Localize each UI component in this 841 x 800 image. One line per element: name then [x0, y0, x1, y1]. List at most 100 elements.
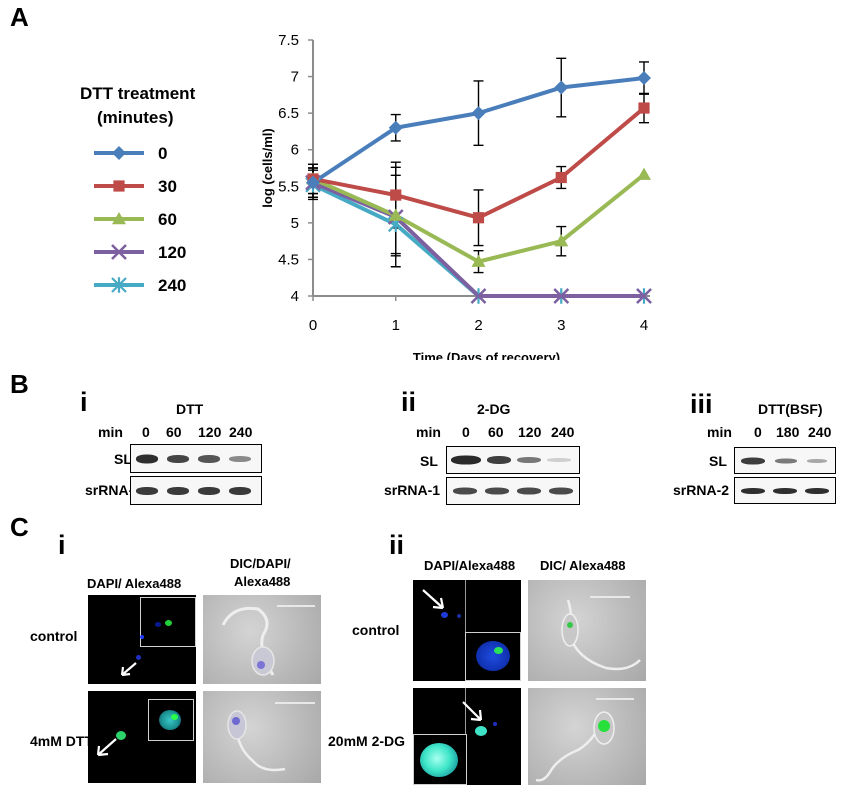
legend-label: 120 [158, 243, 186, 262]
arrow-icon [462, 701, 483, 722]
blot-band [136, 486, 158, 495]
blot-band [485, 487, 509, 495]
blot-band [167, 454, 189, 463]
panel-b-iii-time-1: 180 [776, 424, 800, 440]
blot-b-ii-sl [446, 446, 580, 474]
data-point-120 [470, 288, 487, 304]
legend-marker [111, 277, 127, 293]
zoom-inset [465, 632, 521, 681]
panel-c-i-col2-line2: Alexa488 [234, 574, 291, 589]
y-tick-label: 7.5 [278, 32, 299, 49]
kinetoplast-signal [165, 620, 172, 626]
x-tick-label: 0 [309, 317, 317, 334]
cell-signal [475, 726, 487, 736]
legend-marker [112, 146, 126, 160]
y-tick-label: 6 [291, 142, 299, 159]
x-tick-label: 3 [557, 317, 565, 334]
panel-c-i-row2: 4mM DTT [30, 733, 93, 749]
legend: DTT treatment (minutes) [80, 84, 195, 128]
scale-bar [275, 702, 315, 704]
y-tick-label: 4 [291, 288, 299, 305]
legend-label: 0 [158, 144, 167, 163]
panel-c-ii-col2: DIC/ Alexa488 [540, 558, 626, 573]
panel-c-ii-numeral: ii [389, 530, 405, 560]
micrograph-c-ii-control-dic [528, 580, 646, 681]
panel-c-ii-row2: 20mM 2-DG [328, 733, 406, 749]
micrograph-c-ii-control-fluorescence [413, 580, 521, 681]
blot-band [229, 486, 251, 495]
x-tick-label: 4 [640, 317, 648, 334]
data-point-60 [637, 167, 651, 180]
panel-c-ii-row1: control [352, 622, 400, 638]
legend-marker [112, 212, 126, 225]
panel-c-i-row1: control [30, 628, 78, 644]
cell-outline [561, 599, 641, 671]
blot-b-ii-srrna [446, 477, 580, 505]
panel-b-i-time-1: 60 [166, 424, 182, 440]
nucleus-signal [476, 641, 510, 671]
micrograph-c-i-control-dic [203, 595, 321, 684]
nucleus-signal [441, 612, 448, 618]
blot-b-i-sl [130, 444, 262, 473]
kinetoplast-signal [494, 647, 503, 654]
y-tick-label: 5.5 [278, 178, 299, 195]
data-point-0 [637, 71, 651, 86]
panel-b-ii-time-1: 60 [488, 424, 504, 440]
scale-bar [596, 698, 634, 700]
blot-band [136, 454, 158, 463]
micrograph-c-i-control-fluorescence [88, 595, 196, 684]
blot-band [805, 487, 829, 494]
zoom-inset [148, 699, 194, 741]
blot-band [198, 486, 220, 495]
panel-b-iii-time-0: 0 [754, 424, 762, 440]
blot-band [773, 487, 797, 494]
blot-band [517, 457, 541, 463]
blot-band [487, 456, 511, 464]
x-tick-label: 1 [392, 317, 400, 334]
panel-b-ii-time-2: 120 [518, 424, 542, 440]
x-tick-label: 2 [474, 317, 482, 334]
micrograph-c-ii-dg-fluorescence [413, 688, 521, 785]
panel-b-i-row-srrna: srRNA-1 [85, 482, 142, 498]
data-point-0 [471, 106, 486, 121]
data-point-0 [554, 80, 569, 95]
data-point-120 [636, 288, 652, 304]
kinetoplast-signal [493, 722, 497, 726]
data-point-120 [553, 288, 570, 304]
cell-outline [221, 606, 275, 676]
blot-band [453, 487, 477, 495]
panel-label-b: B [10, 369, 29, 399]
panel-b-ii-row-srrna: srRNA-1 [384, 482, 441, 498]
y-tick-label: 5 [291, 215, 299, 232]
panel-label-a: A [10, 2, 29, 32]
panel-b-ii-time-0: 0 [462, 424, 470, 440]
blot-band [517, 487, 541, 495]
panel-b-i-min-label: min [98, 424, 123, 440]
scale-bar [277, 605, 315, 607]
panel-b-iii-time-2: 240 [808, 424, 832, 440]
blot-band [775, 458, 797, 463]
micrograph-c-i-dtt-dic [203, 691, 321, 783]
nucleus-signal [155, 622, 161, 627]
blot-b-iii-srrna [734, 477, 836, 504]
data-point-30 [555, 171, 567, 184]
blot-band [807, 458, 827, 463]
legend-marker [111, 244, 127, 260]
y-tick-label: 4.5 [278, 251, 299, 268]
panel-b-iii-min-label: min [707, 424, 732, 440]
panel-b-ii-treatment: 2-DG [477, 401, 511, 417]
data-point-60 [388, 208, 403, 221]
divider [465, 580, 466, 681]
data-point-0 [388, 120, 403, 135]
panel-b-iii-row-srrna: srRNA-2 [673, 482, 730, 498]
legend-title-line2: (minutes) [97, 108, 174, 127]
legend-title-line1: DTT treatment [80, 84, 196, 103]
cell-signal [116, 731, 126, 740]
panel-c-ii-col1: DAPI/Alexa488 [424, 558, 516, 573]
data-point-30 [390, 189, 402, 201]
blot-band [229, 455, 251, 462]
panel-b-ii-row-sl: SL [420, 453, 438, 469]
panel-b-iii-numeral: iii [690, 389, 713, 419]
nucleus-signal [140, 635, 144, 639]
panel-c-i-numeral: i [58, 530, 66, 560]
